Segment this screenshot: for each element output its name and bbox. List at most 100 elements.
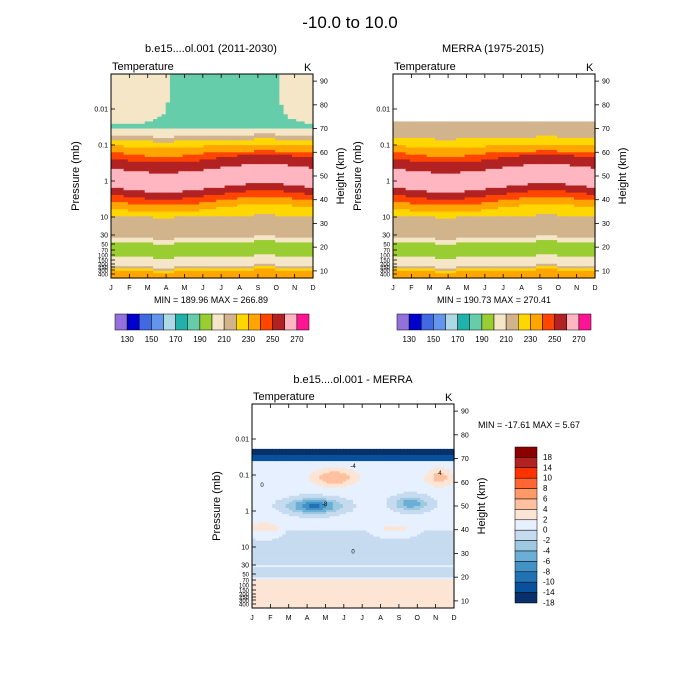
heat-cell	[136, 154, 142, 158]
heat-cell	[140, 88, 146, 92]
heat-cell	[279, 230, 285, 234]
heat-cell	[557, 138, 562, 142]
heat-cell	[157, 83, 163, 87]
heat-cell	[212, 266, 217, 270]
heat-cell	[300, 161, 306, 165]
heat-cell	[291, 218, 297, 222]
heat-cell	[258, 199, 264, 203]
heat-cell	[249, 251, 255, 255]
heat-cell	[561, 135, 567, 139]
heat-cell	[258, 211, 264, 215]
heat-cell	[270, 223, 276, 227]
heat-cell	[254, 225, 259, 229]
panel-model-axes: J F M A M J J A S O N D0.010.1110305070100150200250…	[94, 74, 328, 292]
heat-cell	[300, 90, 306, 94]
heat-cell	[456, 128, 461, 132]
heat-cell	[148, 166, 154, 170]
heat-cell	[296, 235, 301, 239]
heat-cell	[418, 157, 424, 160]
heat-cell	[165, 270, 171, 274]
heat-cell	[460, 126, 466, 130]
heat-cell	[165, 173, 171, 177]
heat-cell	[489, 126, 495, 130]
heat-cell	[216, 194, 222, 198]
heat-cell	[283, 178, 289, 182]
heat-cell	[561, 142, 567, 146]
heat-cell	[531, 145, 537, 149]
heat-cell	[136, 104, 142, 108]
heat-cell	[123, 126, 129, 130]
heat-cell	[169, 90, 175, 94]
heat-cell	[178, 126, 184, 130]
heat-cell	[207, 268, 213, 272]
heat-cell	[199, 100, 205, 104]
heat-cell	[203, 199, 209, 203]
heat-cell	[262, 166, 268, 170]
heat-cell	[203, 145, 209, 149]
heat-cell	[296, 232, 301, 236]
heat-cell	[393, 154, 398, 158]
heat-cell	[245, 109, 251, 113]
heat-cell	[430, 157, 436, 160]
heat-cell	[308, 126, 314, 130]
heat-cell	[165, 209, 171, 213]
heat-cell	[296, 142, 301, 146]
heat-cell	[144, 176, 150, 179]
heat-cell	[262, 244, 268, 248]
heat-cell	[254, 140, 259, 144]
heat-cell	[502, 128, 508, 132]
heat-cell	[308, 273, 314, 277]
heat-cell	[241, 199, 247, 203]
heat-cell	[203, 247, 209, 251]
heat-cell	[300, 97, 306, 101]
heat-cell	[258, 138, 264, 142]
heat-cell	[241, 74, 247, 77]
heat-cell	[224, 244, 230, 248]
heat-cell	[254, 157, 259, 160]
heat-cell	[220, 130, 226, 134]
heat-cell	[258, 119, 264, 123]
heat-cell	[283, 140, 289, 144]
heat-cell	[275, 166, 280, 170]
heat-cell	[111, 88, 116, 92]
heat-cell	[220, 159, 226, 163]
heat-cell	[270, 218, 276, 222]
heat-cell	[279, 232, 285, 236]
heat-cell	[304, 266, 310, 270]
heat-cell	[245, 128, 251, 132]
heat-cell	[531, 152, 537, 156]
heat-cell	[157, 97, 163, 101]
heat-cell	[300, 168, 306, 172]
heat-cell	[270, 81, 276, 85]
colorbar-label: 150	[145, 335, 159, 344]
heat-cell	[199, 256, 205, 260]
heat-cell	[266, 78, 272, 82]
heat-cell	[590, 140, 596, 144]
heat-cell	[283, 92, 289, 96]
heat-cell	[308, 161, 314, 165]
heat-cell	[266, 242, 272, 246]
heat-cell	[451, 147, 457, 151]
heat-cell	[565, 135, 571, 139]
heat-cell	[216, 242, 222, 246]
heat-cell	[279, 187, 285, 191]
heat-cell	[414, 145, 419, 149]
heat-cell	[291, 242, 297, 246]
heat-cell	[296, 95, 301, 99]
heat-cell	[258, 88, 264, 92]
heat-cell	[515, 121, 520, 125]
heat-cell	[527, 145, 533, 149]
heat-cell	[178, 266, 184, 270]
heat-cell	[148, 157, 154, 160]
heat-cell	[169, 211, 175, 215]
heat-cell	[536, 128, 541, 132]
heat-cell	[258, 266, 264, 270]
heat-cell	[182, 230, 188, 234]
heat-cell	[169, 251, 175, 255]
heat-cell	[536, 121, 541, 125]
heat-cell	[153, 230, 158, 234]
heat-cell	[254, 138, 259, 142]
heat-cell	[279, 123, 285, 127]
heat-cell	[283, 76, 289, 80]
heat-cell	[275, 216, 280, 220]
